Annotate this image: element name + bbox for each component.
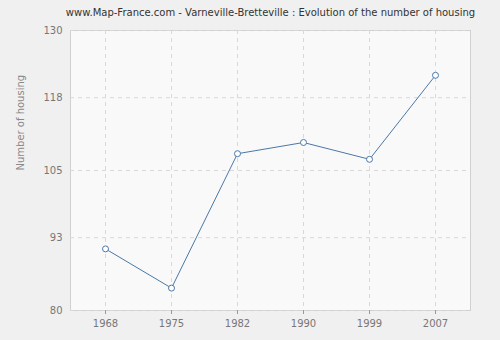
- svg-text:130: 130: [43, 25, 62, 36]
- svg-text:Number of housing: Number of housing: [15, 75, 26, 171]
- svg-text:118: 118: [43, 92, 62, 103]
- svg-text:93: 93: [50, 232, 63, 243]
- svg-text:1968: 1968: [93, 318, 118, 329]
- svg-text:1999: 1999: [357, 318, 382, 329]
- svg-text:1975: 1975: [159, 318, 184, 329]
- svg-text:2007: 2007: [423, 318, 448, 329]
- svg-text:1982: 1982: [225, 318, 250, 329]
- svg-text:105: 105: [43, 165, 62, 176]
- svg-text:www.Map-France.com - Varnevill: www.Map-France.com - Varneville-Brettevi…: [66, 7, 475, 18]
- svg-text:80: 80: [50, 305, 63, 316]
- svg-text:1990: 1990: [291, 318, 316, 329]
